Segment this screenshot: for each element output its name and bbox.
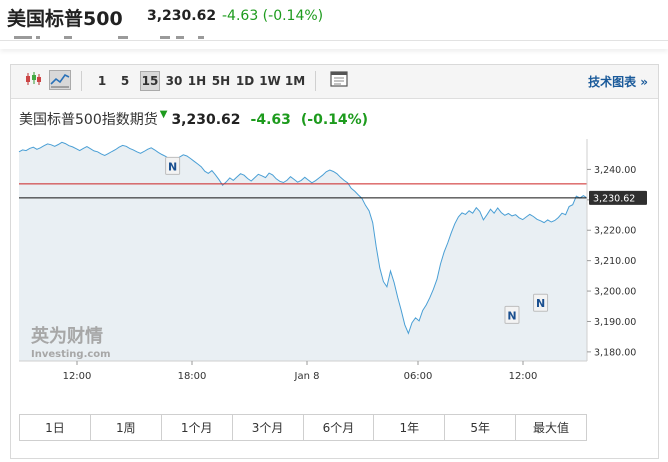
- clipped-nav-fragment: [118, 36, 128, 39]
- period-max[interactable]: 最大值: [533, 421, 570, 435]
- legend-change: -4.63: [250, 112, 291, 128]
- y-tick-label: 3,180.00: [594, 347, 636, 358]
- x-tick-label: 12:00: [509, 371, 538, 382]
- clipped-nav-fragment: [176, 36, 184, 39]
- clipped-nav-fragment: [36, 36, 40, 39]
- legend-name: 美国标普500指数期货: [19, 112, 158, 128]
- x-tick-label: 18:00: [178, 371, 207, 382]
- x-tick-label: 12:00: [63, 371, 92, 382]
- period-5y[interactable]: 5年: [445, 415, 517, 440]
- clipped-nav-fragment: [64, 36, 72, 39]
- period-1y[interactable]: 1年: [374, 415, 446, 440]
- interval-30[interactable]: 30: [165, 74, 183, 88]
- current-price-badge: [589, 190, 647, 205]
- current-price-badge-label: 3,230.62: [593, 193, 635, 204]
- interval-1[interactable]: 1: [97, 74, 107, 88]
- news-marker[interactable]: N: [165, 156, 181, 175]
- watermark-en: Investing.com: [31, 349, 111, 360]
- chart-panel: 1 5 15 30 1H 5H 1D 1W 1M 技术图表 » 美国标普500指…: [10, 64, 659, 459]
- area-chart-icon[interactable]: [49, 70, 71, 90]
- period-1m[interactable]: 1个月: [162, 415, 233, 440]
- interval-1d[interactable]: 1D: [235, 74, 255, 88]
- header-price: 3,230.62: [147, 8, 217, 24]
- clipped-nav-fragment: [14, 36, 32, 39]
- chart-toolbar: 1 5 15 30 1H 5H 1D 1W 1M 技术图表 »: [11, 65, 658, 99]
- price-area-fill: [19, 142, 587, 361]
- clipped-nav-fragment: [160, 36, 170, 39]
- investing-watermark: 英为财情 Investing.com: [30, 325, 111, 360]
- news-marker[interactable]: N: [533, 293, 549, 312]
- news-marker[interactable]: N: [504, 305, 520, 324]
- interval-5[interactable]: 5: [120, 74, 130, 88]
- interval-1h[interactable]: 1H: [187, 74, 207, 88]
- y-tick-label: 3,240.00: [594, 165, 636, 176]
- y-tick-label: 3,190.00: [594, 317, 636, 328]
- period-1d[interactable]: 1日: [20, 415, 91, 440]
- price-line: [18, 141, 588, 335]
- clipped-nav-fragment: [198, 36, 204, 39]
- x-tick-label: 06:00: [404, 371, 433, 382]
- header-change: -4.63 (-0.14%): [222, 8, 324, 24]
- window-icon[interactable]: [329, 70, 351, 90]
- toolbar-separator: [315, 71, 316, 91]
- period-6m[interactable]: 6个月: [304, 415, 375, 440]
- candlestick-icon[interactable]: [23, 70, 45, 90]
- period-1w[interactable]: 1周: [91, 415, 162, 440]
- instrument-header: 美国标普500 3,230.62 -4.63 (-0.14%): [0, 0, 668, 46]
- header-divider: [0, 40, 668, 49]
- toolbar-separator: [81, 71, 82, 91]
- news-marker-label: N: [507, 309, 516, 322]
- y-tick-label: 3,200.00: [594, 287, 636, 298]
- chart-legend: 美国标普500指数期货 ▼ 3,230.62 -4.63 (-0.14%): [19, 109, 368, 129]
- interval-1w[interactable]: 1W: [259, 74, 281, 88]
- interval-1m[interactable]: 1M: [284, 74, 306, 88]
- instrument-title: 美国标普500: [7, 8, 123, 30]
- news-marker-label: N: [536, 297, 545, 310]
- period-3m[interactable]: 3个月: [233, 415, 304, 440]
- legend-price: 3,230.62: [171, 112, 241, 128]
- legend-percent: (-0.14%): [300, 112, 369, 128]
- interval-15[interactable]: 15: [140, 71, 160, 91]
- news-marker-label: N: [168, 160, 177, 173]
- y-tick-label: 3,210.00: [594, 256, 636, 267]
- price-chart[interactable]: 英为财情 Investing.com NNN 3,240.003,230.003…: [11, 135, 658, 390]
- watermark-cn: 英为财情: [30, 325, 103, 347]
- x-tick-label: Jan 8: [294, 371, 320, 382]
- interval-5h[interactable]: 5H: [211, 74, 231, 88]
- y-tick-label: 3,220.00: [594, 226, 636, 237]
- down-arrow-icon: ▼: [159, 109, 168, 120]
- period-selector: 1日 1周 1个月 3个月 6个月 1年 5年 最大值: [19, 414, 587, 441]
- technical-chart-link[interactable]: 技术图表 »: [588, 75, 648, 89]
